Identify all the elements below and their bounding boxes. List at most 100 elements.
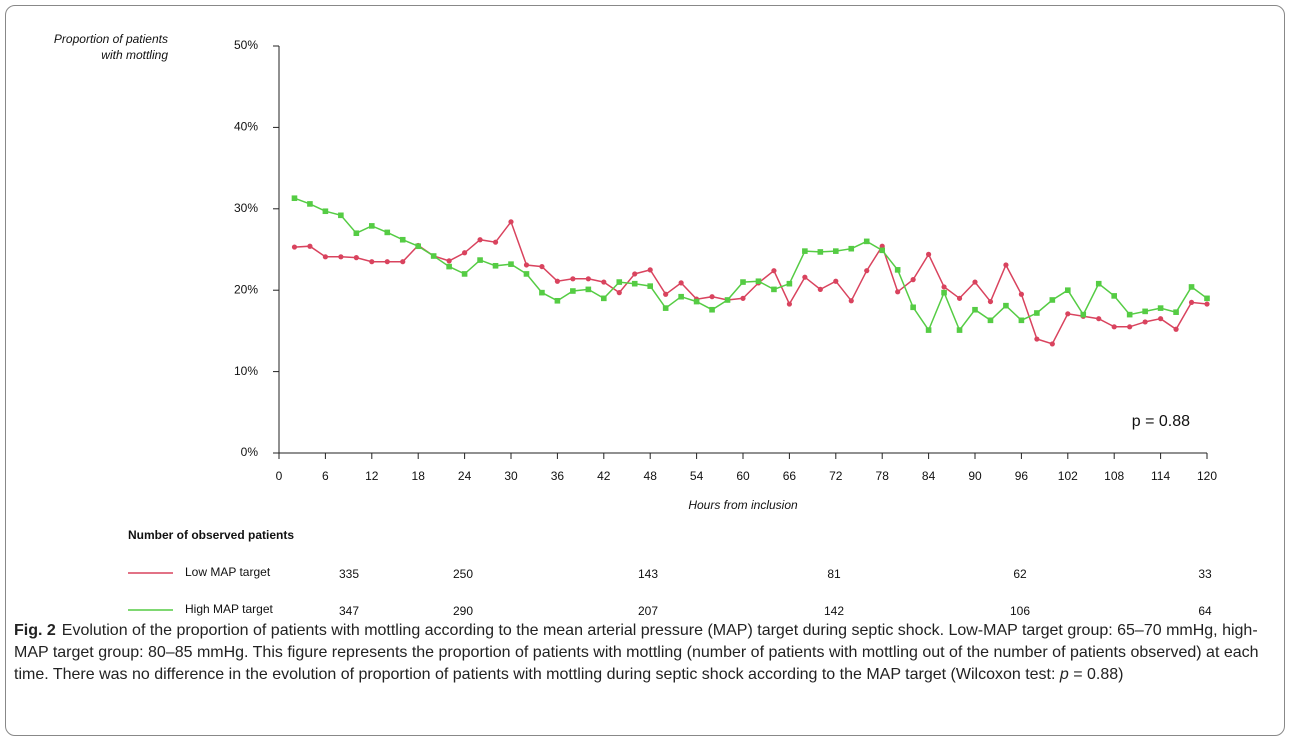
data-point bbox=[1065, 311, 1071, 317]
data-point bbox=[1142, 308, 1148, 315]
risk-count: 207 bbox=[638, 604, 658, 618]
data-point bbox=[863, 238, 870, 245]
data-point bbox=[399, 236, 406, 243]
data-point bbox=[740, 279, 746, 285]
data-point bbox=[1188, 299, 1195, 306]
data-point bbox=[570, 288, 576, 294]
risk-count: 250 bbox=[453, 567, 473, 581]
data-point bbox=[1003, 302, 1009, 309]
legend-label: High MAP target bbox=[185, 602, 273, 616]
risk-table-title: Number of observed patients bbox=[128, 528, 294, 542]
x-tick-label: 12 bbox=[365, 469, 379, 483]
data-point bbox=[632, 271, 638, 277]
data-point bbox=[338, 254, 344, 260]
data-point bbox=[1158, 316, 1164, 322]
data-point bbox=[291, 244, 298, 250]
x-tick-label: 48 bbox=[644, 469, 658, 483]
y-tick-label: 0% bbox=[241, 445, 259, 459]
risk-count: 62 bbox=[1013, 567, 1027, 581]
data-point bbox=[894, 267, 901, 273]
data-point bbox=[1204, 295, 1210, 302]
data-point bbox=[570, 276, 576, 282]
data-point bbox=[322, 208, 329, 215]
data-point bbox=[709, 294, 715, 300]
data-point bbox=[771, 286, 777, 293]
series-line bbox=[294, 220, 1208, 345]
y-tick-label: 10% bbox=[234, 364, 258, 378]
data-point bbox=[1096, 316, 1102, 322]
data-point bbox=[585, 286, 592, 293]
data-point bbox=[1204, 301, 1210, 307]
risk-count: 347 bbox=[339, 604, 359, 618]
data-point bbox=[1127, 324, 1133, 330]
data-point bbox=[508, 219, 514, 225]
data-point bbox=[925, 327, 932, 333]
data-point bbox=[910, 277, 916, 283]
data-point bbox=[616, 290, 622, 296]
data-point bbox=[786, 301, 793, 307]
data-point bbox=[539, 263, 545, 270]
data-point bbox=[291, 195, 298, 202]
data-point bbox=[848, 298, 854, 304]
risk-count: 106 bbox=[1010, 604, 1030, 618]
data-point bbox=[1080, 311, 1087, 318]
risk-count: 64 bbox=[1198, 604, 1212, 618]
x-tick-label: 102 bbox=[1058, 469, 1078, 483]
data-point bbox=[1126, 311, 1133, 318]
data-point bbox=[956, 327, 963, 333]
data-point bbox=[446, 263, 452, 270]
data-point bbox=[508, 261, 514, 267]
data-point bbox=[523, 271, 530, 277]
data-point bbox=[369, 259, 375, 265]
data-point bbox=[972, 279, 978, 285]
data-point bbox=[848, 245, 855, 252]
risk-count: 81 bbox=[827, 567, 841, 581]
data-point bbox=[926, 251, 932, 257]
x-tick-label: 18 bbox=[412, 469, 426, 483]
data-point bbox=[1111, 293, 1117, 299]
series-line bbox=[294, 197, 1208, 332]
data-point bbox=[616, 279, 623, 285]
data-point bbox=[647, 267, 653, 273]
data-point bbox=[1034, 336, 1040, 342]
risk-count: 143 bbox=[638, 567, 658, 581]
x-axis-title: Hours from inclusion bbox=[688, 498, 798, 512]
x-tick-label: 66 bbox=[783, 469, 797, 483]
data-point bbox=[1095, 280, 1102, 287]
data-point bbox=[400, 259, 406, 265]
data-point bbox=[678, 280, 684, 286]
data-point bbox=[1065, 287, 1071, 293]
data-point bbox=[1142, 319, 1148, 325]
data-point bbox=[1173, 309, 1179, 315]
data-point bbox=[972, 306, 978, 313]
data-point bbox=[802, 248, 808, 254]
x-tick-label: 36 bbox=[551, 469, 565, 483]
data-point bbox=[307, 201, 313, 207]
x-tick-label: 54 bbox=[690, 469, 704, 483]
data-point bbox=[1049, 341, 1055, 347]
caption: Fig. 2 Evolution of the proportion of pat… bbox=[14, 620, 1276, 686]
data-point bbox=[492, 239, 499, 245]
data-point bbox=[910, 304, 916, 311]
data-point bbox=[1034, 310, 1040, 316]
x-tick-label: 90 bbox=[968, 469, 982, 483]
data-point bbox=[833, 278, 839, 284]
x-tick-label: 30 bbox=[504, 469, 518, 483]
data-point bbox=[817, 249, 824, 255]
data-point bbox=[307, 243, 313, 249]
data-point bbox=[895, 289, 901, 295]
data-point bbox=[601, 295, 607, 302]
data-point bbox=[601, 279, 607, 285]
caption-end: = 0.88) bbox=[1068, 666, 1124, 683]
data-point bbox=[322, 254, 328, 260]
y-axis-title: Proportion of patients bbox=[54, 32, 168, 46]
risk-count: 33 bbox=[1198, 567, 1212, 581]
data-point bbox=[956, 295, 963, 301]
data-point bbox=[415, 243, 421, 250]
y-tick-label: 30% bbox=[234, 201, 258, 215]
p-value-annotation: p = 0.88 bbox=[1132, 413, 1190, 430]
x-tick-label: 108 bbox=[1104, 469, 1124, 483]
data-point bbox=[353, 230, 360, 237]
data-point bbox=[1018, 291, 1024, 297]
data-point bbox=[1003, 262, 1009, 268]
